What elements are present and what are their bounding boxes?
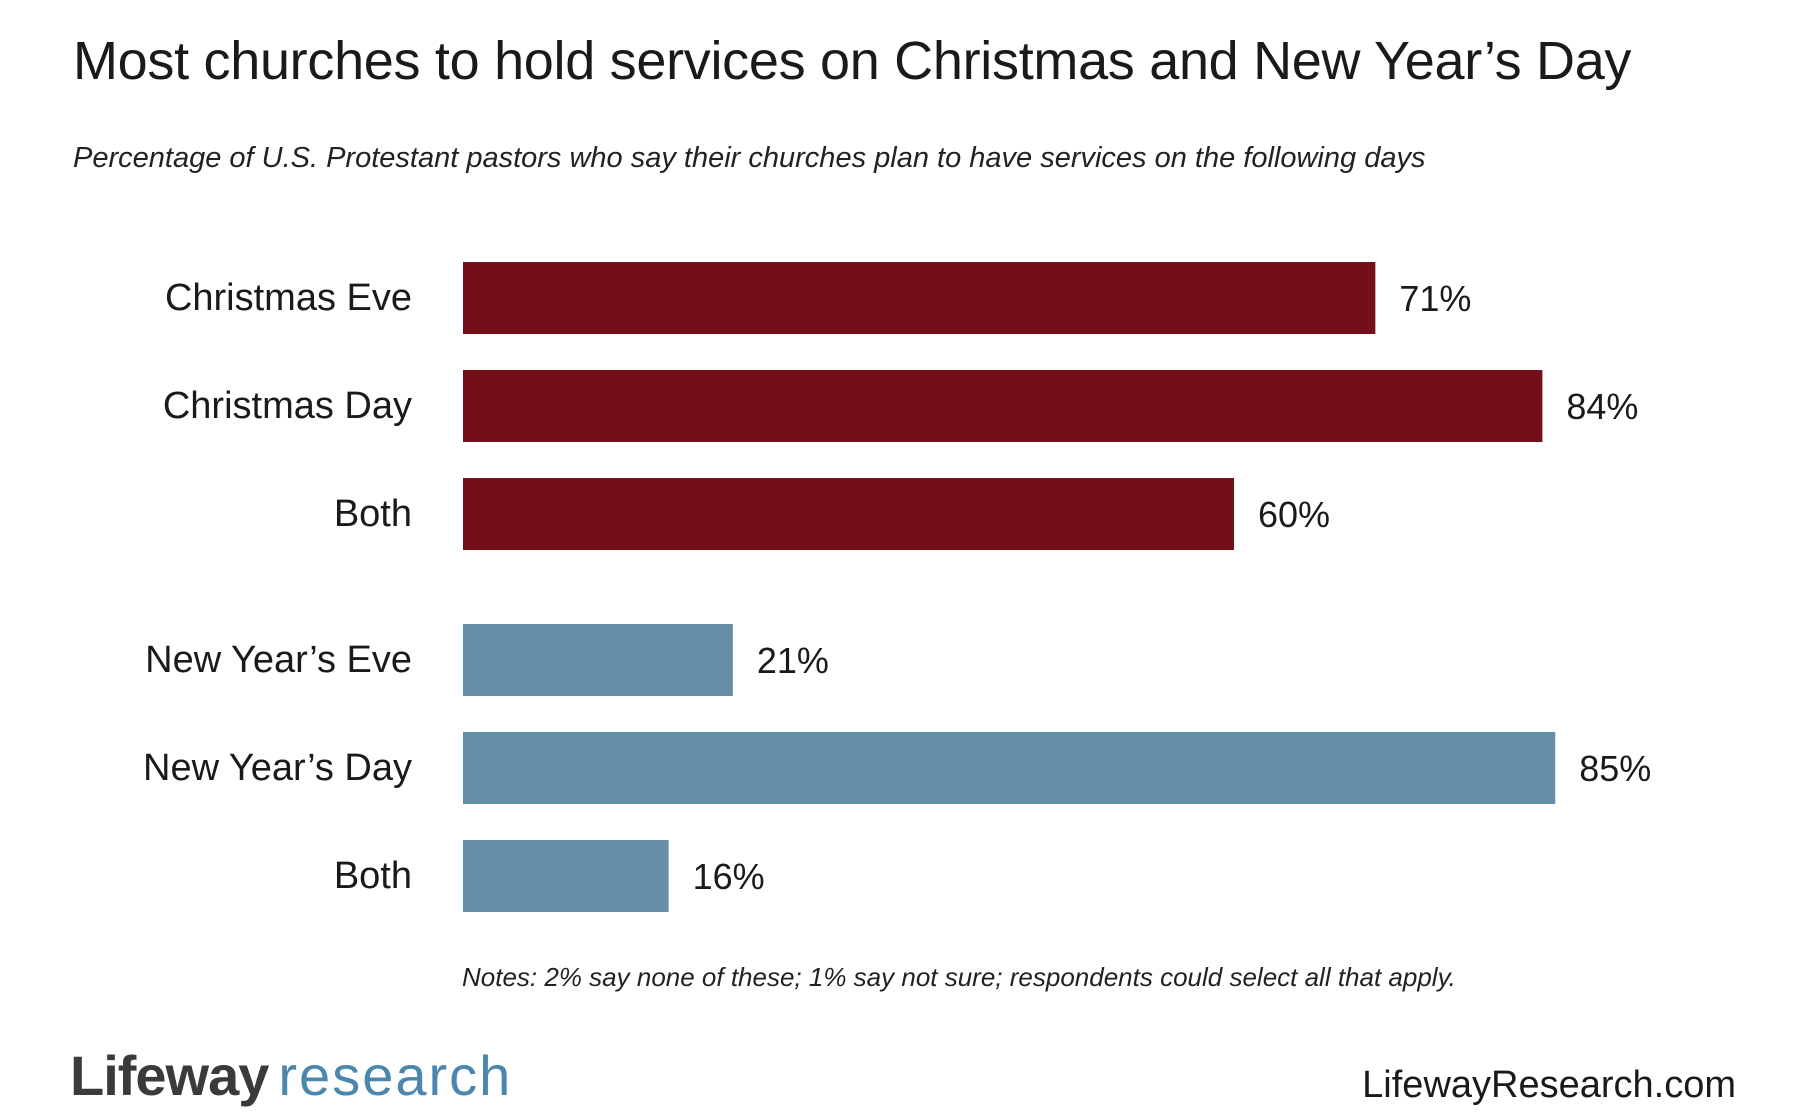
- bar: [463, 624, 733, 696]
- bar: [463, 478, 1234, 550]
- value-label: 60%: [1258, 494, 1330, 535]
- value-label: 21%: [757, 640, 829, 681]
- category-label: Both: [334, 493, 412, 535]
- logo-sub: research: [278, 1044, 513, 1107]
- bar: [463, 732, 1556, 804]
- category-label: New Year’s Day: [143, 747, 412, 789]
- chart-notes: Notes: 2% say none of these; 1% say not …: [462, 962, 1456, 992]
- value-label: 85%: [1579, 748, 1651, 789]
- value-label: 84%: [1566, 386, 1638, 427]
- category-label: Both: [334, 855, 412, 897]
- website-url: LifewayResearch.com: [1362, 1064, 1736, 1106]
- category-label: New Year’s Eve: [145, 639, 412, 681]
- logo-word: Lifeway: [70, 1044, 269, 1107]
- value-label: 71%: [1399, 278, 1471, 319]
- bar: [463, 370, 1543, 442]
- category-label: Christmas Day: [163, 385, 412, 427]
- value-label: 16%: [693, 856, 765, 897]
- chart-title: Most churches to hold services on Christ…: [73, 31, 1632, 91]
- bar: [463, 840, 669, 912]
- bar: [463, 262, 1376, 334]
- lifeway-research-logo: Lifeway research: [70, 1048, 512, 1104]
- chart-subtitle: Percentage of U.S. Protestant pastors wh…: [73, 142, 1426, 174]
- category-label: Christmas Eve: [165, 277, 412, 319]
